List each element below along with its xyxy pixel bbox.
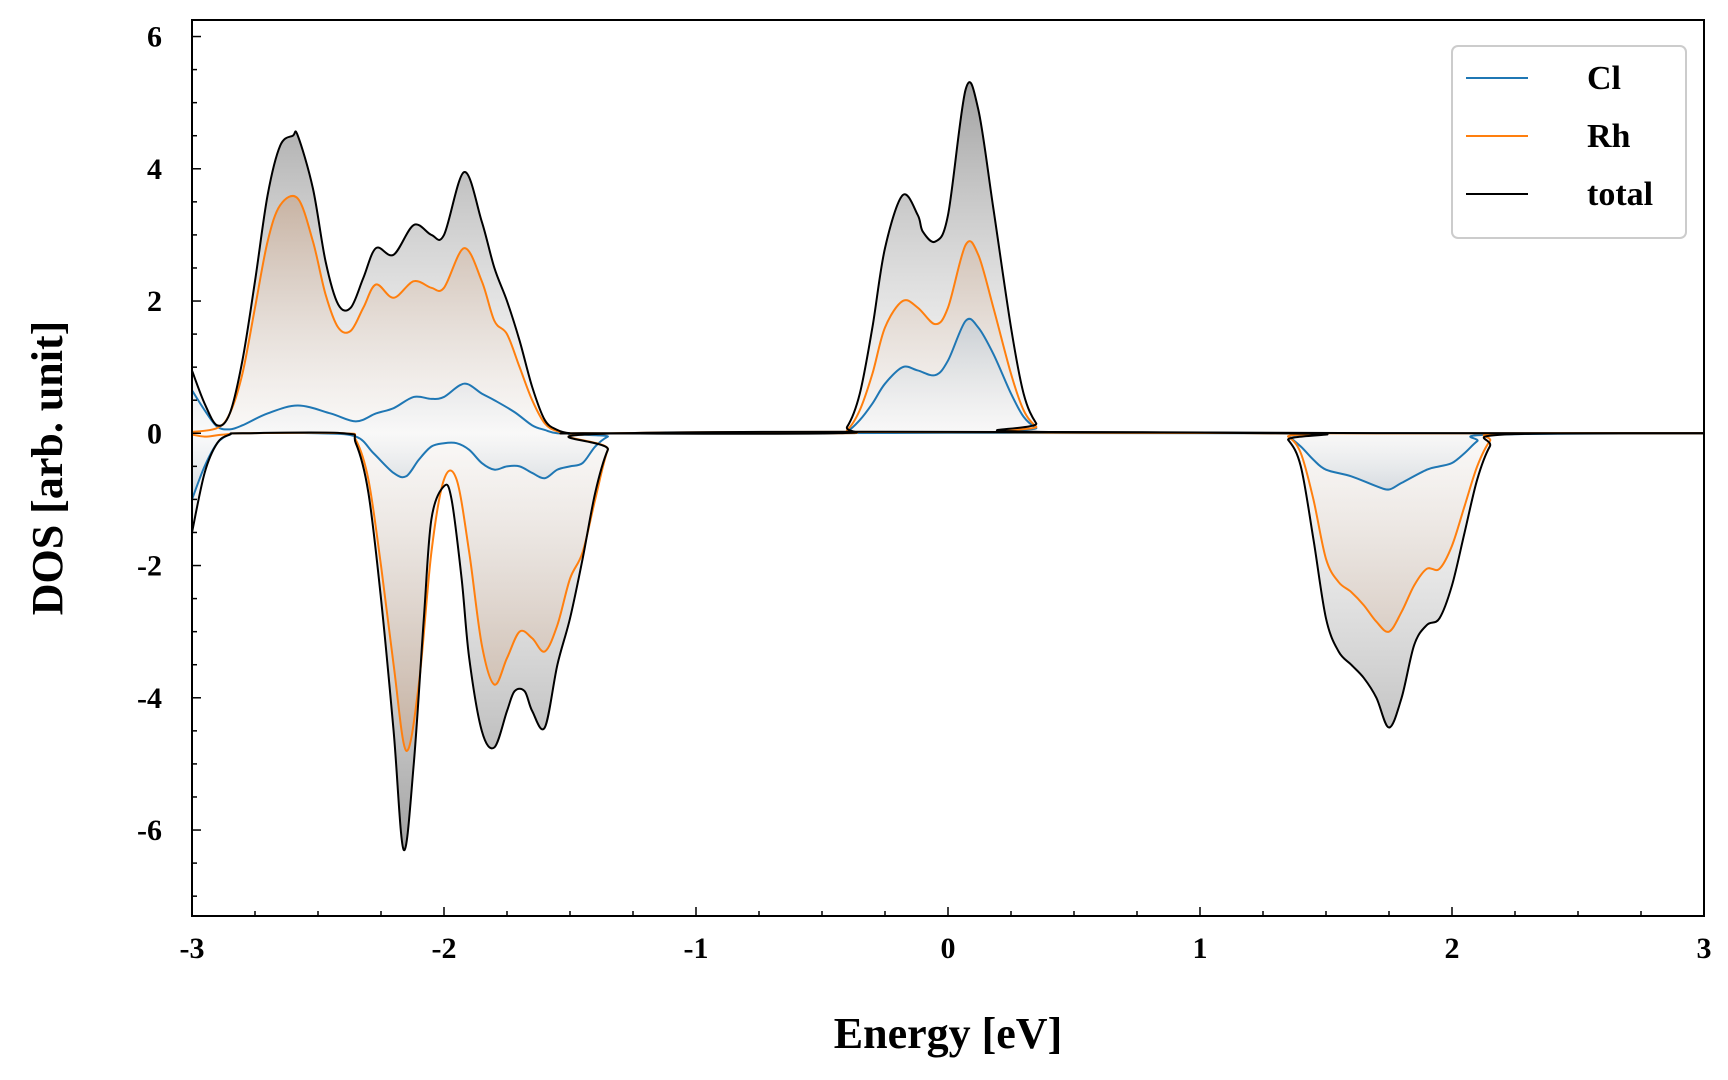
fill-rh-up <box>192 195 1704 434</box>
legend: Cl Rh total <box>1451 45 1687 239</box>
fill-total-up <box>192 82 1704 434</box>
fill-cl-down <box>192 432 1704 500</box>
x-tick-label: 0 <box>941 932 956 965</box>
line-rh-up <box>191 195 1705 435</box>
line-total-up <box>191 81 1705 435</box>
y-tick-label: -6 <box>137 814 162 847</box>
x-tick-label: 1 <box>1193 932 1208 965</box>
y-tick-label: 6 <box>147 21 162 54</box>
axis-ticks <box>191 35 1705 916</box>
fill-rh-down <box>192 431 1704 751</box>
y-tick-label: -2 <box>137 550 162 583</box>
x-tick-label: -1 <box>684 932 709 965</box>
dos-fill-areas <box>192 82 1704 851</box>
legend-label-cl: Cl <box>1587 60 1621 97</box>
dos-series-lines <box>191 81 1705 851</box>
y-tick-label: 4 <box>147 153 162 186</box>
legend-items: Cl Rh total <box>1466 60 1653 213</box>
axis-tick-labels: -3 -2 -1 0 1 2 3 -6 -4 -2 0 2 4 6 <box>137 21 1712 965</box>
x-tick-label: -3 <box>180 932 205 965</box>
y-tick-label: 2 <box>147 285 162 318</box>
y-axis-label: DOS [arb. unit] <box>23 321 72 616</box>
legend-label-rh: Rh <box>1587 118 1631 155</box>
x-axis-label: Energy [eV] <box>834 1009 1063 1058</box>
fill-cl-up <box>192 318 1704 434</box>
y-tick-label: 0 <box>147 417 162 450</box>
legend-label-total: total <box>1587 176 1653 213</box>
x-tick-label: 3 <box>1697 932 1712 965</box>
x-tick-label: -2 <box>432 932 457 965</box>
line-cl-down <box>191 431 1705 500</box>
x-tick-label: 2 <box>1445 932 1460 965</box>
y-tick-label: -4 <box>137 682 162 715</box>
line-total-down <box>191 430 1705 851</box>
legend-box <box>1451 45 1687 239</box>
